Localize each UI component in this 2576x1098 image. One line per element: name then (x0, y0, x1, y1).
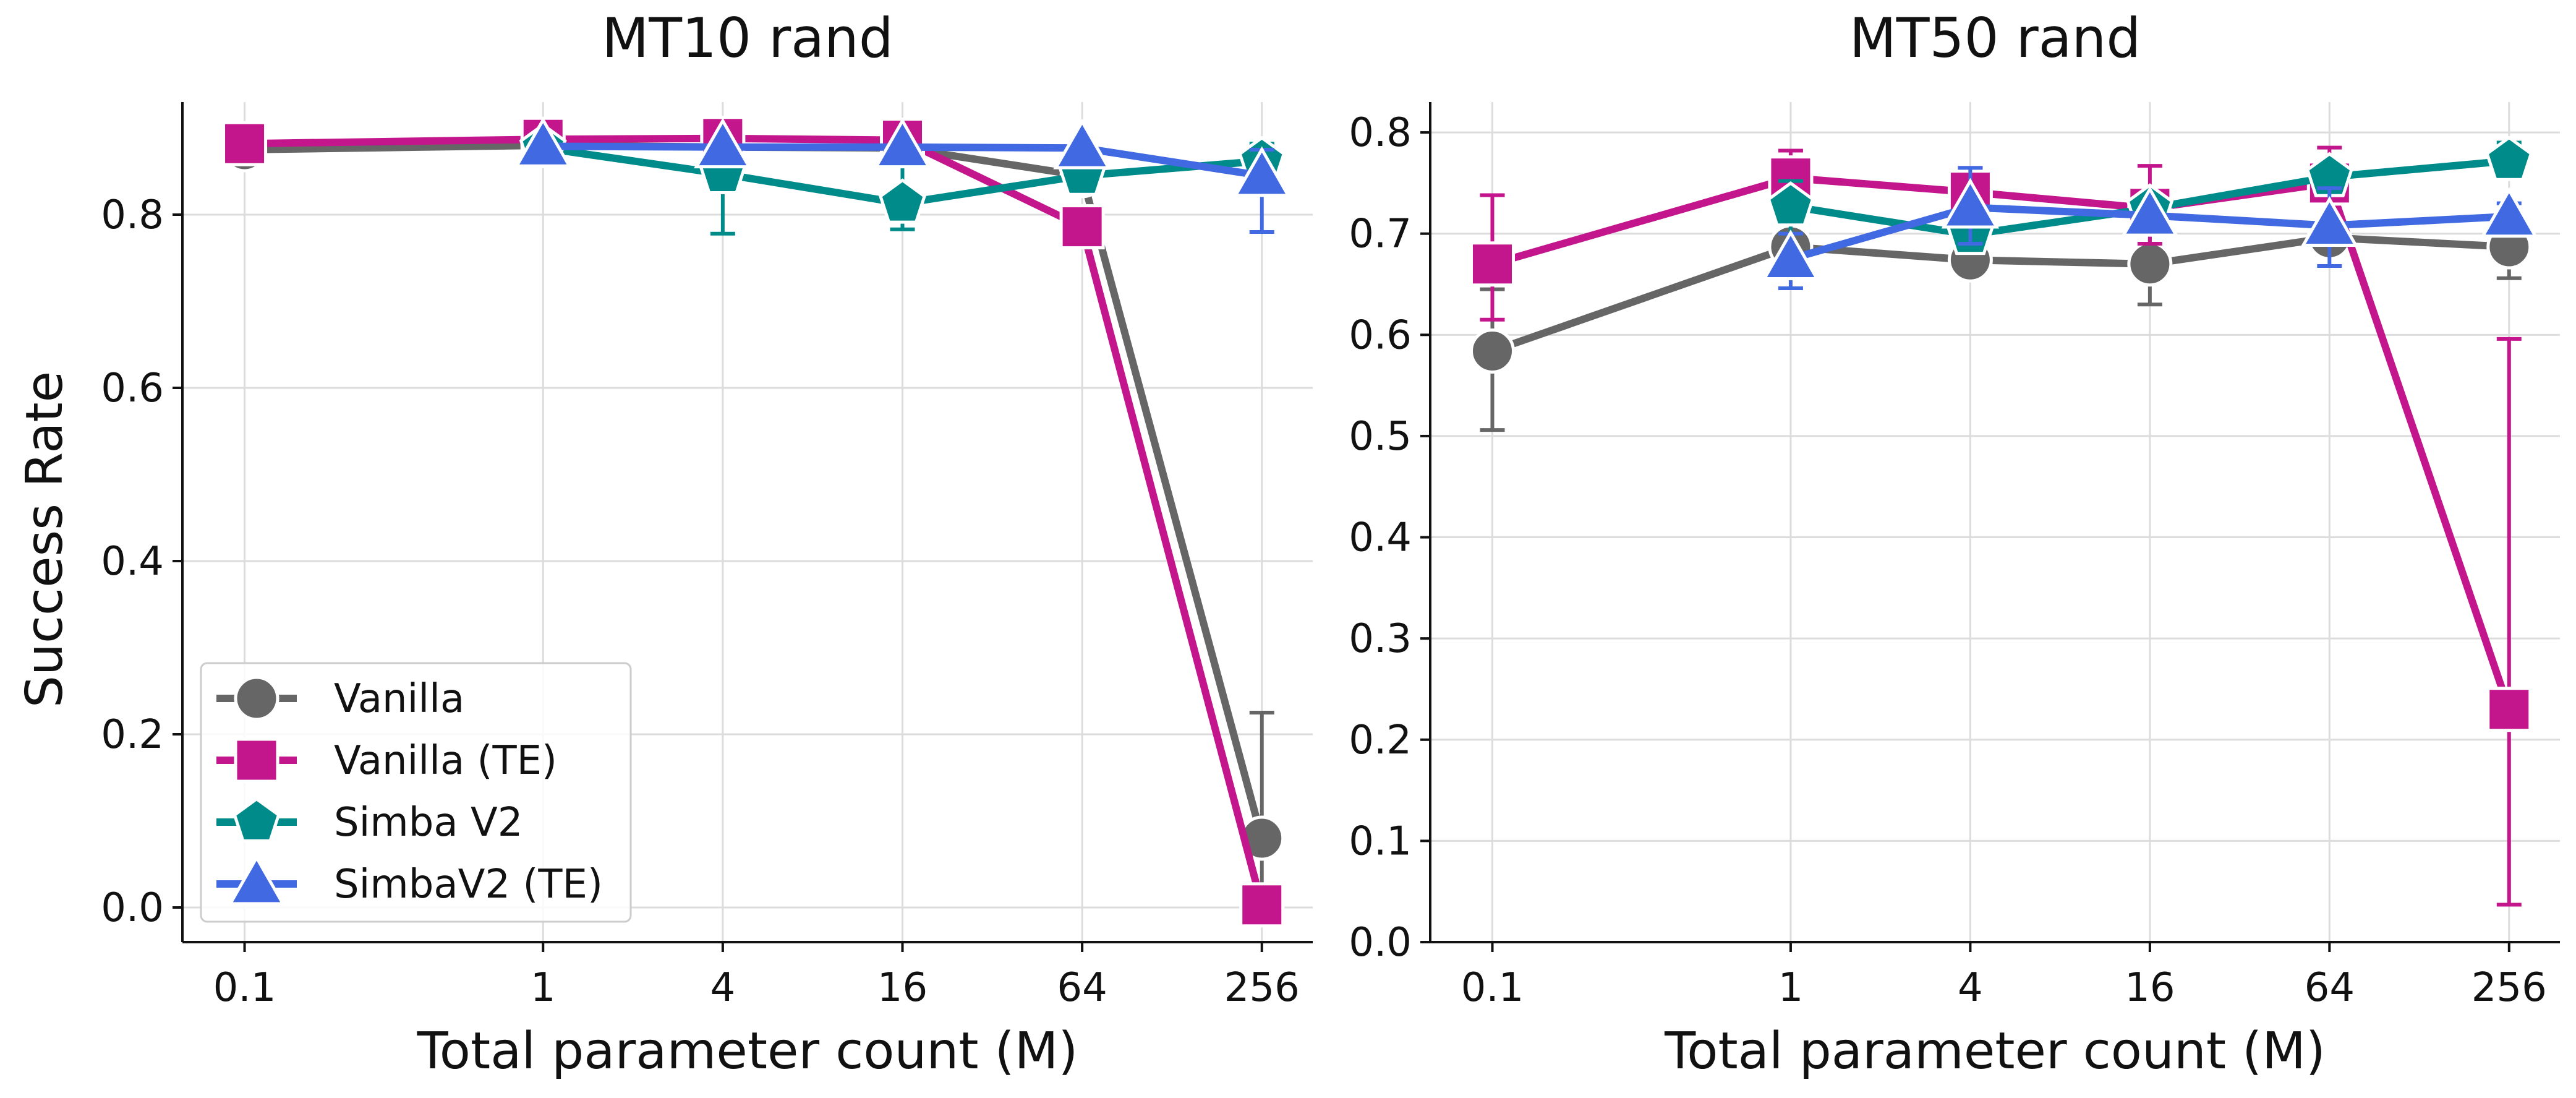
series-line (1491, 174, 2513, 711)
data-point (1053, 118, 1111, 169)
x-axis-label: Total parameter count (M) (1664, 1022, 2326, 1081)
data-point (1941, 178, 2000, 229)
data-point (2485, 135, 2533, 181)
x-tick-label: 1 (1778, 965, 1804, 1011)
legend-marker (228, 854, 286, 906)
x-tick-label: 0.1 (213, 965, 276, 1011)
data-point (873, 118, 932, 169)
y-tick-label: 0.5 (1349, 414, 1412, 460)
y-tick-label: 0.6 (101, 366, 164, 411)
x-tick-label: 0.1 (1461, 965, 1524, 1011)
x-tick-label: 4 (1958, 965, 1983, 1011)
legend-marker (234, 676, 279, 721)
panel-mt10: 0.1 1 4 16 64 256 0.0 0.2 0.4 0.6 0.8 MT10 rand Tota… (15, 6, 1313, 1081)
y-tick-label: 0.2 (101, 712, 164, 758)
series-simbav2-te (514, 116, 1291, 234)
chart-title: MT10 rand (602, 6, 893, 70)
y-axis-label: Success Rate (15, 371, 74, 708)
data-point (1762, 229, 1820, 280)
series-line (1491, 234, 2510, 355)
series-simbav2-te (1762, 166, 2538, 291)
legend-label: SimbaV2 (TE) (334, 862, 603, 907)
y-tick-label: 0.8 (1349, 110, 1412, 156)
y-tick-label: 0.6 (1349, 312, 1412, 358)
data-point (2121, 186, 2179, 237)
data-point (2300, 196, 2359, 247)
x-tick-label: 4 (710, 965, 736, 1011)
y-tick-label: 0.7 (1349, 212, 1412, 257)
panel-mt50: 0.1 1 4 16 64 256 0.0 0.1 0.2 0.3 0.4 0.5 0.6 0.7 0.8 M… (1349, 6, 2560, 1081)
data-point (1469, 241, 1515, 287)
chart-title: MT50 rand (1849, 6, 2141, 70)
legend-item-vanilla: Vanilla (216, 676, 464, 722)
legend: Vanilla Vanilla (TE) Simba V2 SimbaV2 (TE) (200, 662, 632, 923)
series-vanilla (1469, 215, 2532, 432)
data-point (1469, 328, 1515, 374)
legend-marker (232, 797, 281, 843)
legend-label: Simba V2 (334, 800, 522, 846)
x-tick-label: 64 (1057, 965, 1107, 1011)
data-point (694, 118, 752, 169)
x-tick-label: 256 (2472, 965, 2547, 1011)
data-point (514, 116, 573, 168)
legend-box (200, 662, 632, 923)
legend-label: Vanilla (334, 676, 464, 722)
legend-item-simba-v2: Simba V2 (216, 797, 522, 846)
y-tick-label: 0.0 (101, 885, 164, 931)
legend-item-vanilla-te: Vanilla (TE) (216, 737, 557, 784)
data-point (222, 121, 268, 166)
y-tick-label: 0.4 (101, 539, 164, 585)
x-tick-label: 16 (877, 965, 928, 1011)
data-point (1239, 882, 1285, 928)
legend-label: Vanilla (TE) (334, 738, 557, 784)
x-axis-label: Total parameter count (M) (417, 1022, 1078, 1081)
legend-item-simbav2-te: SimbaV2 (TE) (216, 854, 603, 907)
data-point (2486, 687, 2532, 732)
x-tick-label: 1 (531, 965, 556, 1011)
data-point (2127, 241, 2173, 287)
x-tick-label: 16 (2125, 965, 2175, 1011)
x-tick-label: 256 (1224, 965, 1300, 1011)
y-tick-label: 0.0 (1349, 920, 1412, 966)
y-tick-label: 0.3 (1349, 616, 1412, 662)
x-tick-label: 64 (2305, 965, 2355, 1011)
data-point (2480, 187, 2538, 238)
data-point (878, 178, 927, 224)
legend-marker (234, 737, 279, 783)
y-tick-label: 0.1 (1349, 818, 1412, 864)
series-line (244, 134, 1266, 906)
data-point (1232, 146, 1291, 197)
y-tick-label: 0.4 (1349, 515, 1412, 561)
data-point (1767, 181, 1815, 227)
y-tick-label: 0.2 (1349, 718, 1412, 763)
data-point (1059, 204, 1105, 250)
y-tick-label: 0.8 (101, 192, 164, 238)
